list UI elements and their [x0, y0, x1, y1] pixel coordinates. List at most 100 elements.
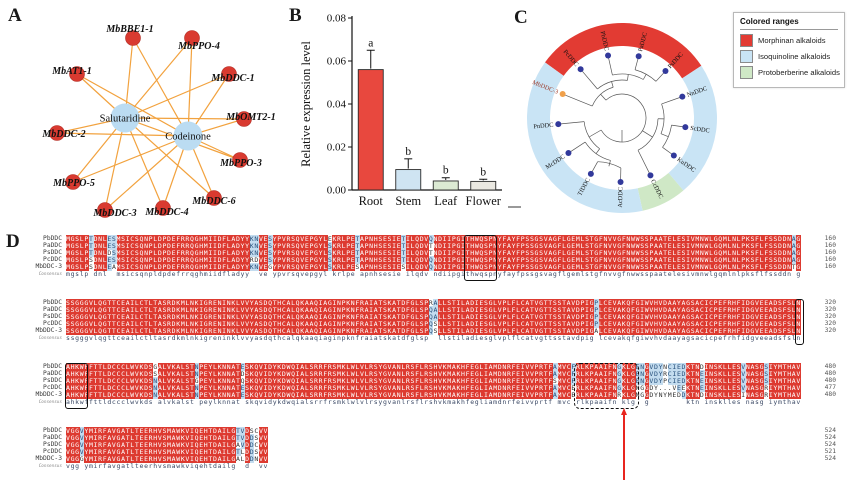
alignment-sequence-row: VGGVYMIRFAVGATLTEERHVSMAWKVIQEHTDAILGAVD… — [66, 440, 269, 449]
alignment-row-label: PcDDC — [43, 255, 62, 263]
alignment-sequence-row: SSGGGVLQGTTCEAILCTLTASRDKMLNKIGRENINKLVV… — [66, 326, 801, 335]
gene-label: MbAT1-1 — [51, 66, 91, 77]
alignment-residue-number: 480 — [824, 390, 836, 398]
solid-motif-box — [794, 298, 805, 345]
gene-label: MbPPO-3 — [219, 158, 262, 169]
legend-item-isoquinoline: Isoquinoline alkaloids — [740, 50, 838, 63]
hub-label: Codeinone — [165, 132, 211, 143]
hub-node-salutaridine — [110, 103, 140, 133]
gene-label: MbDDC-4 — [144, 207, 188, 218]
tree-branch — [608, 160, 611, 167]
alignment-residue-number: 320 — [824, 299, 836, 306]
alignment-residue-number: 320 — [824, 312, 836, 320]
alignment-row-label: MbDDC-3 — [35, 262, 62, 270]
alignment-residue-number: 524 — [824, 454, 836, 462]
x-tick-label-stem: Stem — [395, 194, 421, 208]
alignment-residue-number: 480 — [824, 363, 836, 370]
alignment-sequence-row: MGSLPTDNLESMSICSQNPLDPDEFRRQGHMIIDFLADYY… — [66, 241, 801, 250]
alignment-row-label: MbDDC-3 — [35, 454, 62, 462]
consensus-label: Consensus — [38, 336, 62, 341]
alignment-residue-number: 320 — [824, 305, 836, 313]
gene-label: MbDDC-3 — [92, 208, 136, 219]
alignment-residue-number: 160 — [824, 255, 836, 263]
panel-a-gene-network: Salutaridine Codeinone MbBBE1-1 MbPPO-4 MbAT… — [41, 24, 275, 219]
tree-branch — [588, 129, 602, 138]
tree-branch — [595, 148, 600, 154]
ring-segment — [637, 172, 684, 211]
tree-branch — [642, 130, 653, 138]
tree-branch — [661, 96, 683, 105]
sig-letter: a — [368, 37, 373, 49]
alignment-residue-number: 160 — [824, 262, 836, 270]
network-edge — [124, 117, 245, 120]
alignment-row-label: PbDDC — [43, 299, 62, 306]
alignment-residue-number: 160 — [824, 241, 836, 249]
alignment-row-label: PaDDC — [43, 369, 62, 377]
sig-letter: b — [443, 165, 449, 177]
solid-motif-box — [64, 362, 88, 409]
alignment-residue-number: 477 — [824, 383, 836, 391]
leaf-dot-mbddc-3 — [559, 91, 566, 98]
x-tick-label-leaf: Leaf — [434, 194, 458, 208]
gene-label: MbDDC-1 — [210, 73, 254, 84]
leaf-dot-pnddc — [555, 121, 562, 128]
tree-branch — [611, 81, 614, 88]
red-arrow-line — [623, 414, 625, 480]
gene-node — [69, 66, 85, 82]
panel-label-a: A — [8, 5, 22, 26]
y-tick-label: 0.06 — [327, 56, 347, 68]
morphinan-swatch — [740, 34, 753, 47]
alignment-sequence-row: MGSLPSDNLEAMSICSQNPLDPDEFRRQGHMIIDFLADYY… — [66, 262, 801, 271]
gene-node — [232, 152, 248, 168]
tree-branch — [568, 141, 586, 154]
gene-node — [206, 190, 222, 206]
leaf-dot-scddc — [682, 124, 689, 131]
alignment-residue-number: 480 — [824, 369, 836, 377]
consensus-row: ahkwffttldccclwvkds alvkalst peylknnat s… — [66, 398, 801, 406]
tree-branch — [637, 150, 651, 176]
y-axis-label: Relative expression level — [299, 41, 313, 167]
taxon-label-pnddc: PnDDC — [533, 122, 554, 131]
alignment-sequence-row: SSGGGVLQGTTCEAILCTLTASRDKMLNKIGRENINKLVV… — [66, 305, 801, 314]
bar-root — [357, 69, 384, 191]
hub-node-codeinone — [173, 121, 203, 151]
alignment-row-label: PsDDC — [43, 248, 62, 256]
consensus-row: mgslp dnl msicsqnpldpdefrrqghmiidfladyy … — [66, 270, 801, 278]
network-edge — [132, 37, 189, 137]
consensus-label: Consensus — [38, 272, 62, 277]
ring-segment — [668, 65, 717, 191]
red-arrow-head — [620, 408, 627, 416]
alignment-row-label: PaDDC — [43, 305, 62, 313]
network-edge — [124, 117, 215, 199]
tree-branch — [562, 93, 593, 107]
alignment-residue-number: 160 — [824, 235, 836, 242]
network-edge — [124, 117, 164, 209]
alignment-sequence-row: AHKWFFTTLDCCCLWVKDSNALVKALSTNPEYLKNNATES… — [66, 383, 801, 392]
alignment-residue-number: 521 — [824, 447, 836, 455]
alignment-row-label: PaDDC — [43, 433, 62, 441]
y-tick-label: 0.00 — [327, 185, 347, 197]
bar-stem — [395, 169, 422, 191]
panel-label-b: B — [289, 5, 302, 26]
leaf-dot-ccddc — [647, 172, 654, 179]
x-tick-label-root: Root — [359, 194, 384, 208]
tree-arc — [584, 141, 611, 161]
leaf-dot-tfddc — [587, 170, 594, 177]
hub-label: Salutaridine — [100, 114, 151, 125]
network-edge — [187, 37, 193, 137]
panel-d-sequence-alignment: PbDDC MGSLPTDNLESMSICSQNPLDPDEFRRQGHMIIDF… — [0, 230, 848, 489]
alignment-row-label: PcDDC — [43, 319, 62, 327]
alignment-row-label: PbDDC — [43, 363, 62, 370]
leaf-dot-nnddc — [679, 93, 686, 100]
sig-letter: b — [480, 166, 486, 178]
bar-leaf — [432, 180, 459, 191]
tree-branch — [600, 93, 607, 101]
ring-segment — [544, 22, 702, 79]
leaf-dot-pbddc — [605, 52, 612, 59]
gene-label: MbPPO-5 — [52, 178, 95, 189]
y-tick-label: 0.08 — [327, 13, 347, 25]
gene-node — [155, 200, 171, 216]
protoberberine-swatch — [740, 66, 753, 79]
alignment-sequence-row: MGSLPTDNLESMSICSQNPLDPDEFRRQGHMIIDFLADYY… — [66, 235, 801, 243]
